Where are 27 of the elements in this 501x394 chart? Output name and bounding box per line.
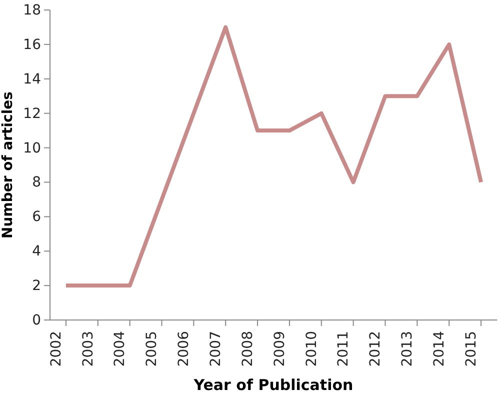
line-series — [64, 25, 484, 288]
x-tick-label: 2012 — [368, 331, 384, 367]
x-tick-label: 2005 — [144, 331, 160, 367]
x-tick-label: 2013 — [400, 331, 416, 367]
x-tick-label: 2011 — [336, 331, 352, 367]
x-axis-title: Year of Publication — [192, 376, 354, 394]
x-tick-label: 2014 — [432, 330, 448, 367]
y-tick-label: 18 — [23, 2, 41, 18]
y-tick-label: 16 — [23, 36, 42, 53]
x-tick-label: 2002 — [48, 331, 64, 367]
x-tick-label: 2010 — [304, 331, 320, 367]
y-tick-label: 8 — [32, 174, 41, 191]
y-tick-label: 6 — [32, 209, 42, 226]
x-tick-label: 2004 — [112, 330, 128, 367]
y-tick-label: 14 — [23, 71, 42, 88]
x-tick-label: 2015 — [463, 331, 480, 367]
x-tick-label: 2006 — [176, 330, 192, 367]
x-tick-label: 2003 — [80, 331, 96, 367]
y-tick-label: 4 — [32, 244, 42, 260]
y-tick-label: 2 — [32, 278, 41, 294]
x-tick-label: 2008 — [240, 331, 256, 367]
y-tick-label: 10 — [23, 140, 41, 156]
y-tick-label: 0 — [32, 312, 41, 328]
y-axis-title: Number of articles — [0, 92, 16, 238]
x-tick-label: 2009 — [272, 331, 288, 367]
x-tick-label: 2007 — [208, 331, 224, 367]
y-tick-label: 12 — [23, 106, 41, 122]
